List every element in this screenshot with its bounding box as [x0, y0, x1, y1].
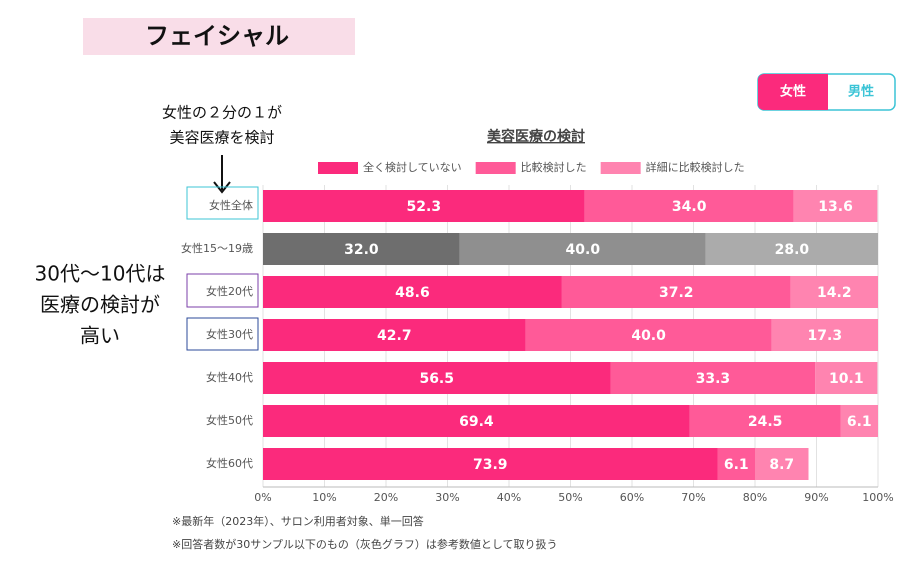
bar-segment	[584, 190, 794, 222]
annotation: 30代〜10代は	[35, 262, 166, 286]
category-highlight	[186, 317, 259, 351]
toggle-female[interactable]: 女性	[780, 84, 806, 100]
data-label: 40.0	[566, 242, 601, 258]
bar-segment	[263, 405, 690, 437]
x-tick-label: 10%	[312, 491, 336, 504]
data-label: 33.3	[696, 371, 731, 387]
category-highlight	[186, 186, 259, 220]
bar-segment	[610, 362, 816, 394]
bar-segment	[459, 233, 706, 265]
bar-segment	[263, 448, 718, 480]
x-tick-label: 80%	[743, 491, 767, 504]
y-tick-label: 女性15〜19歳	[181, 241, 253, 255]
header-title: フェイシャル	[145, 22, 289, 50]
data-label: 37.2	[659, 285, 694, 301]
y-tick-label: 女性20代	[206, 284, 253, 298]
data-label: 48.6	[395, 285, 430, 301]
bar-segment	[263, 190, 585, 222]
bar-segment	[689, 405, 841, 437]
footnote: ※最新年（2023年）、サロン利用者対象、単一回答	[172, 514, 424, 528]
data-label: 17.3	[808, 328, 843, 344]
bar-segment	[263, 362, 611, 394]
y-tick-label: 女性50代	[206, 413, 253, 427]
data-label: 73.9	[473, 457, 508, 473]
x-tick-label: 90%	[804, 491, 828, 504]
bar-segment	[263, 319, 526, 351]
bar-segment	[815, 362, 878, 394]
bar-segment	[263, 276, 562, 308]
bar-segment	[755, 448, 809, 480]
data-label: 56.5	[419, 371, 454, 387]
x-tick-label: 30%	[435, 491, 459, 504]
data-label: 14.2	[817, 285, 852, 301]
legend-swatch	[600, 162, 641, 174]
bar-segment	[771, 319, 878, 351]
data-label: 69.4	[459, 414, 494, 430]
legend-swatch	[318, 162, 358, 174]
y-tick-label: 女性30代	[206, 327, 253, 341]
y-tick-label: 女性60代	[206, 456, 253, 470]
data-label: 24.5	[748, 414, 783, 430]
header-bg	[83, 18, 355, 55]
data-label: 52.3	[407, 199, 442, 215]
category-highlight	[186, 273, 259, 308]
bar-segment	[525, 319, 772, 351]
toggle-active[interactable]	[758, 74, 828, 110]
data-label: 32.0	[344, 242, 379, 258]
data-label: 6.1	[724, 457, 749, 473]
data-label: 42.7	[377, 328, 412, 344]
data-label: 8.7	[769, 457, 794, 473]
bar-segment	[840, 405, 878, 437]
data-label: 40.0	[631, 328, 666, 344]
y-tick-label: 女性40代	[206, 370, 253, 384]
annotation: 女性の２分の１が	[162, 104, 282, 122]
annotation: 美容医療を検討	[169, 129, 274, 147]
bar-segment	[705, 233, 878, 265]
data-label: 34.0	[672, 199, 707, 215]
gender-toggle[interactable]: 女性 男性	[757, 73, 896, 111]
bar-segment	[793, 190, 878, 222]
x-tick-label: 60%	[620, 491, 644, 504]
y-tick-label: 女性全体	[209, 198, 253, 212]
x-tick-label: 20%	[374, 491, 398, 504]
arrow-head	[213, 181, 231, 194]
legend-label: 詳細に比較検討した	[646, 160, 745, 174]
x-tick-label: 40%	[497, 491, 521, 504]
legend-swatch	[475, 162, 516, 174]
x-tick-label: 70%	[681, 491, 705, 504]
data-label: 6.1	[847, 414, 872, 430]
legend-label: 比較検討した	[521, 160, 587, 174]
x-tick-label: 100%	[862, 491, 893, 504]
annotation: 医療の検討が	[40, 293, 160, 317]
x-tick-label: 50%	[558, 491, 582, 504]
bar-segment	[561, 276, 791, 308]
data-label: 28.0	[775, 242, 810, 258]
annotation: 高い	[80, 324, 120, 348]
data-label: 10.1	[829, 371, 864, 387]
x-tick-label: 0%	[254, 491, 271, 504]
bar-segment	[790, 276, 878, 308]
legend-label: 全く検討していない	[363, 160, 462, 174]
footnote: ※回答者数が30サンプル以下のもの（灰色グラフ）は参考数値として取り扱う	[172, 537, 558, 551]
chart-title: 美容医療の検討	[487, 128, 585, 145]
bar-segment	[717, 448, 755, 480]
toggle-male[interactable]: 男性	[848, 84, 874, 100]
bar-segment	[263, 233, 460, 265]
data-label: 13.6	[818, 199, 853, 215]
